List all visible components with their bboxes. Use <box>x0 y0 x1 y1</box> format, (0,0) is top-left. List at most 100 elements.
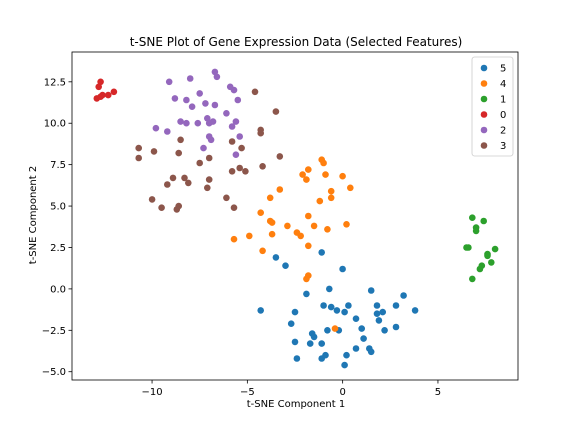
data-point-series-2-8 <box>196 90 203 97</box>
data-point-series-5-6 <box>287 320 295 328</box>
x-tick-label: 5 <box>435 387 441 398</box>
data-point-series-2-27 <box>200 144 207 152</box>
data-point-series-4-18 <box>268 230 276 238</box>
data-point-series-4-1 <box>276 186 284 193</box>
legend-label-2: 2 <box>500 126 506 137</box>
data-point-series-4-9 <box>327 194 335 202</box>
data-point-series-2-24 <box>152 124 160 132</box>
data-point-series-5-38 <box>358 325 366 332</box>
data-point-series-3-3 <box>257 129 265 137</box>
data-point-series-5-16 <box>373 310 381 318</box>
data-point-series-1-10 <box>476 265 484 273</box>
data-point-series-3-13 <box>150 148 158 155</box>
data-point-series-5-26 <box>306 340 314 347</box>
data-point-series-1-5 <box>472 227 480 235</box>
data-point-series-3-8 <box>196 159 203 167</box>
data-point-series-5-41 <box>367 348 375 356</box>
data-point-series-3-21 <box>242 168 249 175</box>
data-point-series-0-5 <box>104 91 112 99</box>
data-point-series-2-6 <box>171 95 179 102</box>
data-point-series-1-8 <box>491 245 499 253</box>
data-point-series-2-3 <box>213 73 221 81</box>
legend-box <box>471 56 514 157</box>
y-tick-label: 12.5 <box>44 77 66 88</box>
data-point-series-5-37 <box>352 345 360 352</box>
data-point-series-5-11 <box>333 307 341 314</box>
data-point-series-3-15 <box>169 174 177 182</box>
legend-label-0: 0 <box>500 110 506 121</box>
data-point-series-5-5 <box>291 308 299 316</box>
data-point-series-5-39 <box>360 335 367 342</box>
data-point-series-5-21 <box>411 307 419 314</box>
data-point-series-3-22 <box>259 163 266 170</box>
data-point-series-4-16 <box>230 235 238 243</box>
data-point-series-5-1 <box>282 262 289 270</box>
data-point-series-2-7 <box>183 96 190 104</box>
data-point-series-3-12 <box>135 154 142 162</box>
x-axis-label: t-SNE Component 1 <box>247 399 345 410</box>
legend-marker-4 <box>480 80 488 87</box>
data-point-series-2-20 <box>228 123 236 130</box>
data-point-series-3-25 <box>223 194 230 202</box>
data-point-series-1-1 <box>480 217 488 225</box>
data-point-series-5-0 <box>272 254 280 261</box>
data-point-series-2-17 <box>209 118 217 125</box>
data-point-series-5-34 <box>343 351 350 359</box>
data-point-series-5-2 <box>318 249 326 256</box>
data-point-series-0-4 <box>97 93 104 100</box>
data-point-series-4-23 <box>305 212 312 220</box>
data-point-series-5-36 <box>352 315 360 323</box>
data-point-series-2-0 <box>165 78 173 86</box>
data-point-series-4-24 <box>310 222 318 230</box>
y-tick-label: 0.0 <box>50 284 66 295</box>
series-5 <box>257 249 419 369</box>
data-point-series-2-9 <box>202 100 209 107</box>
y-tick-label: −5.0 <box>42 367 66 378</box>
y-tick-label: 2.5 <box>50 243 66 254</box>
data-point-series-3-19 <box>228 168 236 175</box>
legend-label-3: 3 <box>500 141 506 152</box>
data-point-series-5-14 <box>367 287 375 294</box>
data-point-series-5-29 <box>318 340 326 347</box>
data-point-series-4-19 <box>259 247 266 255</box>
data-point-series-5-18 <box>375 317 383 324</box>
data-point-series-5-15 <box>373 302 381 309</box>
data-point-series-2-26 <box>232 151 240 158</box>
data-point-series-5-7 <box>303 290 310 298</box>
x-tick-label: 0 <box>339 387 345 398</box>
y-tick-label: 10.0 <box>44 119 66 130</box>
data-point-series-5-32 <box>324 327 331 334</box>
data-point-series-2-1 <box>186 75 194 82</box>
data-point-series-3-0 <box>251 88 259 96</box>
data-point-series-2-14 <box>194 119 202 127</box>
data-point-series-3-16 <box>185 179 192 187</box>
data-point-series-5-20 <box>400 292 407 299</box>
data-point-series-5-28 <box>310 333 318 341</box>
data-point-series-3-23 <box>164 181 171 188</box>
data-point-series-5-4 <box>257 307 265 314</box>
data-point-series-5-17 <box>379 308 387 316</box>
data-point-series-2-12 <box>177 118 184 125</box>
legend-label-5: 5 <box>500 64 506 75</box>
data-point-series-3-17 <box>204 184 211 192</box>
data-point-series-5-22 <box>392 323 400 331</box>
data-point-series-4-13 <box>257 209 265 216</box>
data-point-series-5-8 <box>320 302 327 309</box>
data-point-series-4-25 <box>324 226 331 233</box>
legend-marker-1 <box>480 95 488 103</box>
data-point-series-4-11 <box>347 184 354 192</box>
data-point-series-3-20 <box>236 164 243 172</box>
data-point-series-0-6 <box>110 88 118 96</box>
data-point-series-5-25 <box>293 355 301 362</box>
data-point-series-5-3 <box>339 265 346 273</box>
data-point-series-3-6 <box>228 138 236 145</box>
legend-label-1: 1 <box>500 95 506 106</box>
data-point-series-3-11 <box>135 144 142 152</box>
data-point-series-4-3 <box>305 166 312 173</box>
data-point-series-1-0 <box>469 214 476 221</box>
data-point-series-3-10 <box>177 136 184 144</box>
data-point-series-4-7 <box>316 197 324 205</box>
legend-label-4: 4 <box>500 79 506 90</box>
data-point-series-5-19 <box>392 302 400 309</box>
data-point-series-3-5 <box>238 144 245 152</box>
